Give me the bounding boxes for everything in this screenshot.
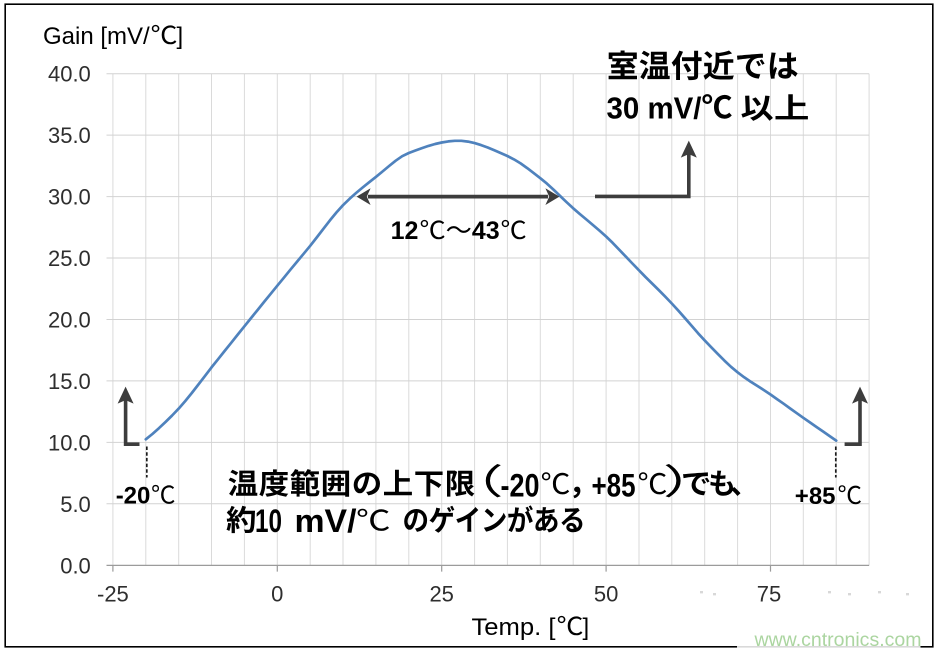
- svg-text:25.0: 25.0: [48, 246, 91, 271]
- svg-text:Temp. [: Temp. [: [472, 614, 556, 641]
- svg-text:25: 25: [429, 582, 453, 607]
- svg-text:]: ]: [583, 614, 590, 641]
- svg-text:Gain [mV/: Gain [mV/: [43, 23, 150, 50]
- svg-text:35.0: 35.0: [48, 123, 91, 148]
- svg-text:50: 50: [594, 582, 618, 607]
- svg-text:5.0: 5.0: [60, 492, 91, 517]
- svg-text:75: 75: [757, 582, 781, 607]
- svg-text:mV/: mV/: [295, 503, 357, 539]
- svg-text:10: 10: [255, 503, 282, 539]
- svg-text:0.0: 0.0: [60, 553, 91, 578]
- svg-text:-20: -20: [501, 467, 540, 503]
- svg-text:30.0: 30.0: [48, 185, 91, 210]
- svg-text:]: ]: [177, 23, 184, 50]
- svg-text:+85: +85: [592, 467, 636, 503]
- svg-text:40.0: 40.0: [48, 62, 91, 87]
- svg-text:-20: -20: [116, 483, 151, 510]
- svg-text:20.0: 20.0: [48, 308, 91, 333]
- svg-text:+85: +85: [795, 483, 836, 510]
- svg-text:30 mV/: 30 mV/: [607, 90, 702, 125]
- svg-text:12: 12: [391, 217, 419, 245]
- svg-text:10.0: 10.0: [48, 430, 91, 455]
- svg-text:43: 43: [472, 217, 500, 245]
- svg-text:15.0: 15.0: [48, 369, 91, 394]
- svg-text:-25: -25: [97, 582, 129, 607]
- svg-text:0: 0: [271, 582, 283, 607]
- svg-text:www.cntronics.com: www.cntronics.com: [753, 630, 921, 651]
